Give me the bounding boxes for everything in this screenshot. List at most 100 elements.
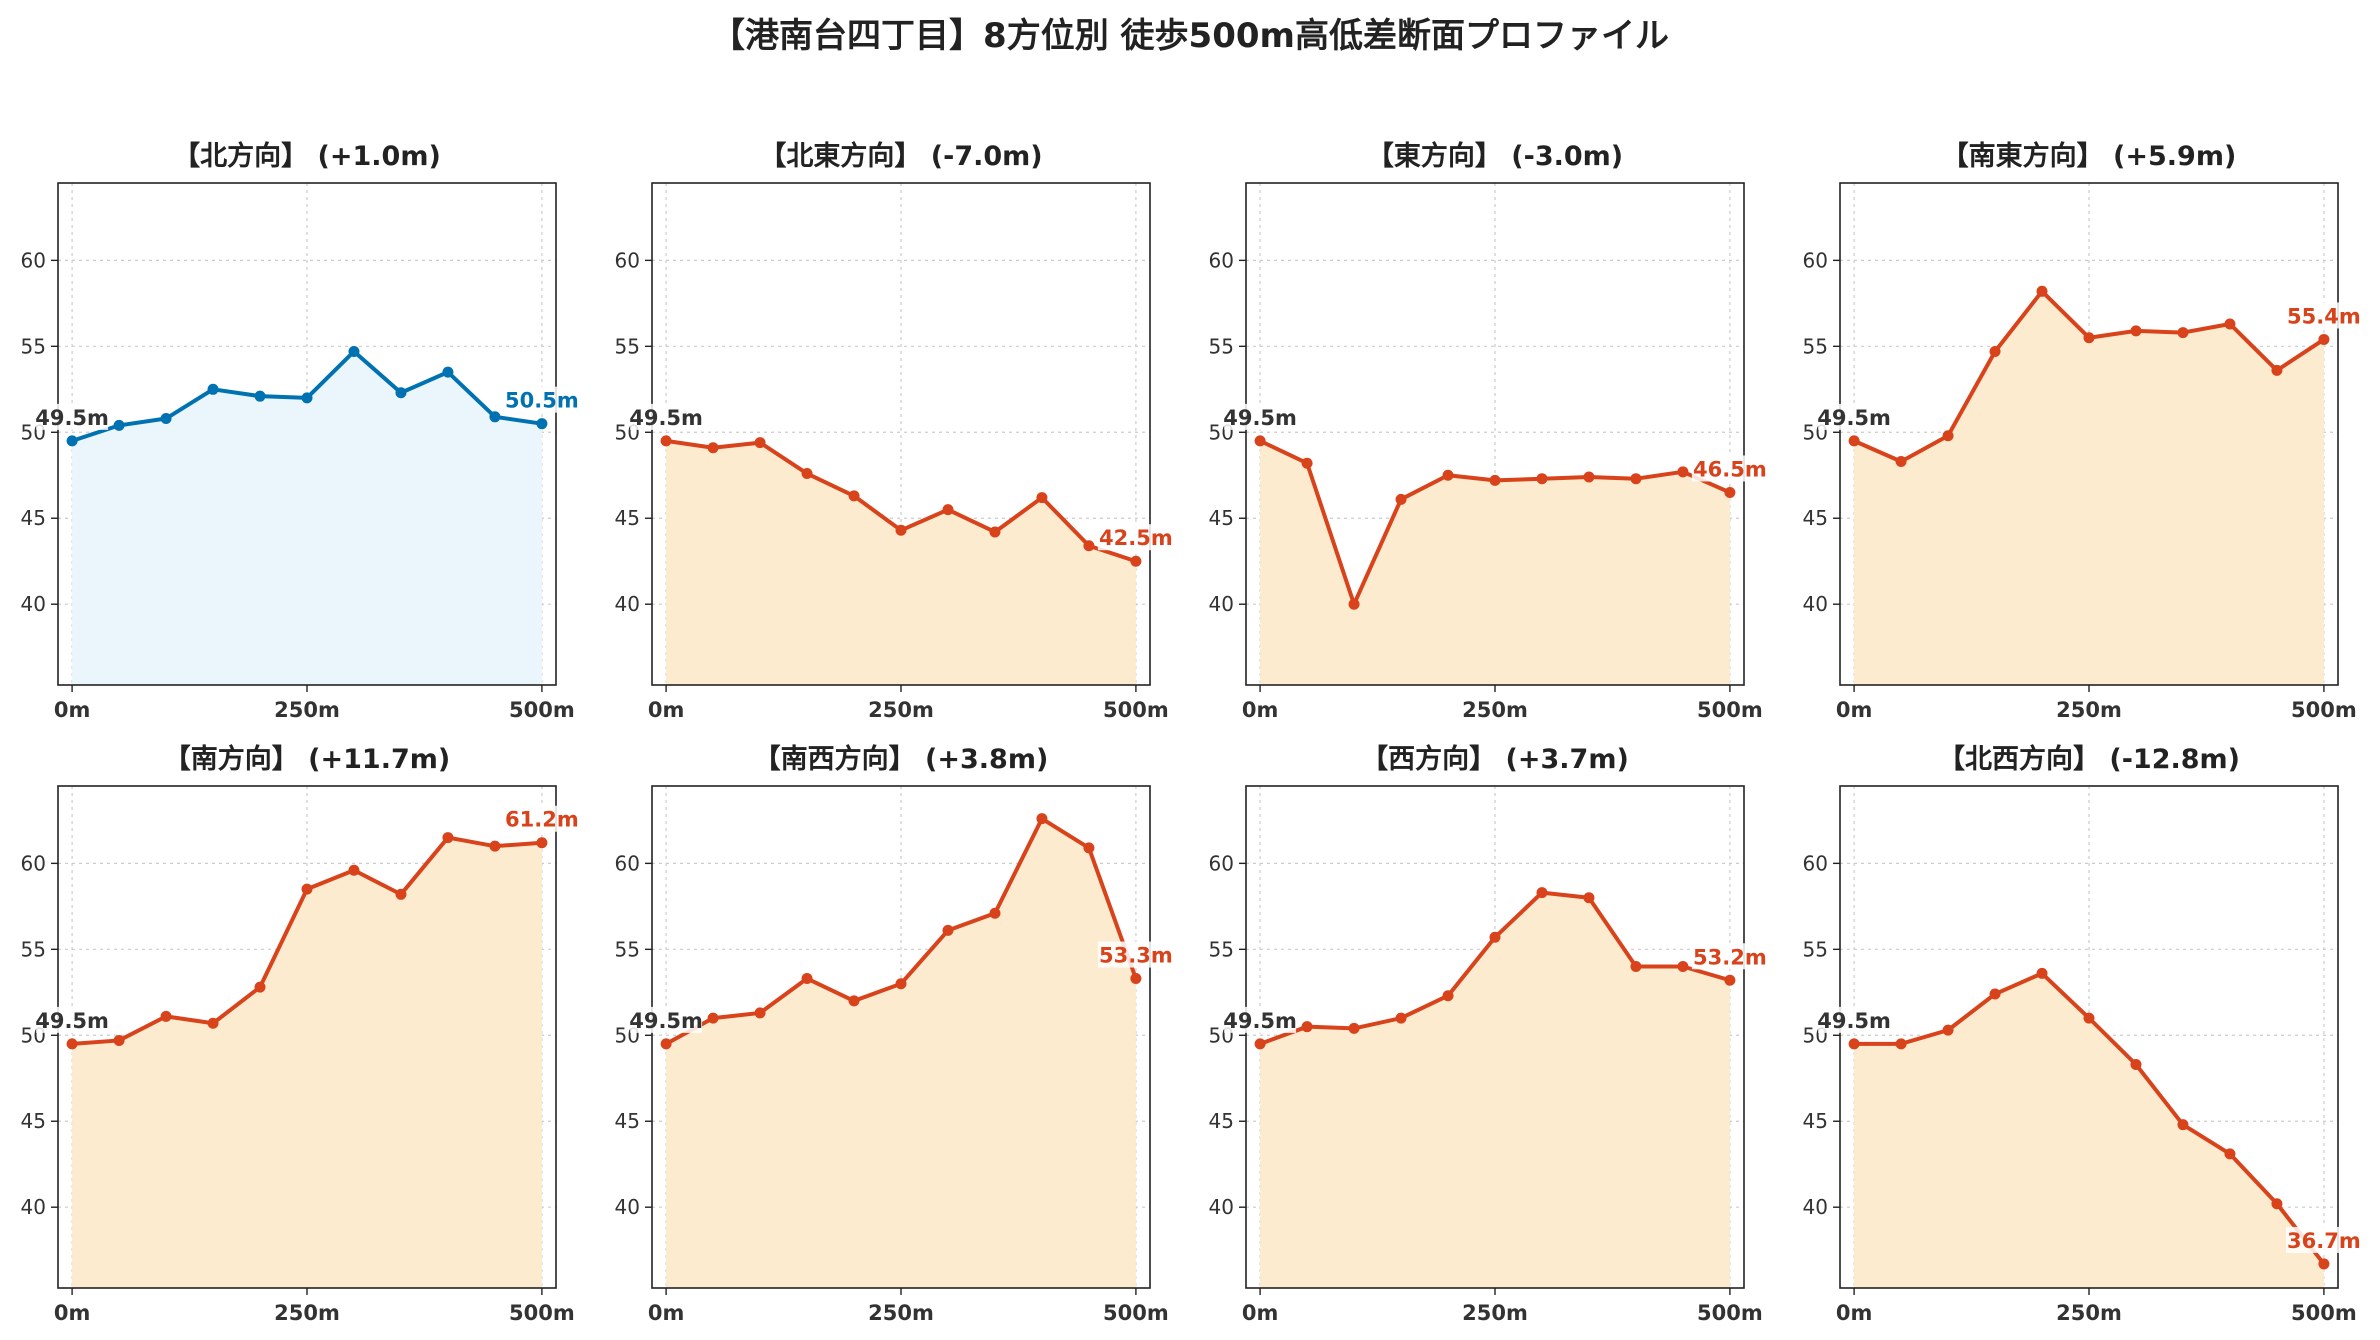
- x-tick-label: 500m: [1697, 698, 1763, 722]
- panel-title: 【南方向】 (+11.7m): [164, 743, 450, 775]
- end-value-label: 53.2m: [1693, 945, 1767, 969]
- data-point: [754, 1007, 766, 1019]
- panel-title: 【東方向】 (-3.0m): [1367, 140, 1623, 172]
- x-tick-label: 500m: [1103, 1301, 1169, 1325]
- x-tick-label: 500m: [2291, 698, 2357, 722]
- data-point: [895, 978, 907, 990]
- data-point: [113, 1034, 125, 1046]
- data-point: [2224, 1148, 2236, 1160]
- end-label-bg: [1097, 524, 1174, 551]
- x-tick-label: 0m: [1242, 698, 1279, 722]
- data-point: [1036, 492, 1048, 504]
- data-point: [160, 413, 172, 425]
- data-point: [207, 383, 219, 395]
- end-label-bg: [2285, 1226, 2362, 1253]
- y-tick-label: 45: [1803, 506, 1828, 530]
- start-label-bg: [36, 1006, 109, 1033]
- panel-title: 【南東方向】 (+5.9m): [1942, 140, 2237, 172]
- data-point: [2318, 333, 2330, 345]
- y-tick-label: 55: [21, 937, 46, 961]
- x-tick-label: 0m: [54, 698, 91, 722]
- y-tick-label: 55: [1803, 937, 1828, 961]
- data-point: [348, 345, 360, 357]
- area-fill: [1260, 892, 1730, 1288]
- data-point: [1442, 469, 1454, 481]
- x-tick-label: 0m: [1242, 1301, 1279, 1325]
- end-value-label: 46.5m: [1693, 457, 1767, 481]
- y-tick-label: 55: [1209, 937, 1234, 961]
- data-point: [2036, 967, 2048, 979]
- y-tick-label: 40: [615, 1195, 640, 1219]
- data-point: [1724, 486, 1736, 498]
- y-tick-label: 45: [21, 506, 46, 530]
- y-tick-label: 55: [615, 334, 640, 358]
- data-point: [660, 1038, 672, 1050]
- data-point: [1442, 990, 1454, 1002]
- y-tick-label: 40: [1803, 592, 1828, 616]
- data-point: [848, 995, 860, 1007]
- data-point: [1989, 345, 2001, 357]
- data-point: [1536, 887, 1548, 899]
- data-point: [489, 840, 501, 852]
- y-tick-label: 40: [21, 1195, 46, 1219]
- data-point: [2083, 332, 2095, 344]
- data-point: [989, 526, 1001, 538]
- data-point: [395, 888, 407, 900]
- x-tick-label: 500m: [1103, 698, 1169, 722]
- data-point: [160, 1010, 172, 1022]
- data-point: [1536, 473, 1548, 485]
- data-point: [1489, 474, 1501, 486]
- data-point: [2224, 318, 2236, 330]
- y-tick-label: 40: [1803, 1195, 1828, 1219]
- x-tick-label: 250m: [1462, 698, 1528, 722]
- area-fill: [666, 818, 1136, 1288]
- y-tick-label: 60: [1209, 851, 1234, 875]
- data-point: [1630, 961, 1642, 973]
- data-point: [1395, 493, 1407, 505]
- end-value-label: 42.5m: [1099, 526, 1173, 550]
- data-point: [989, 907, 1001, 919]
- end-label-bg: [1097, 941, 1174, 968]
- data-point: [348, 864, 360, 876]
- end-label-bg: [2285, 302, 2362, 329]
- y-tick-label: 45: [615, 1109, 640, 1133]
- x-tick-label: 0m: [648, 1301, 685, 1325]
- start-value-label: 49.5m: [1223, 406, 1297, 430]
- panel-title: 【北東方向】 (-7.0m): [759, 140, 1042, 172]
- data-point: [660, 435, 672, 447]
- x-tick-label: 250m: [2056, 698, 2122, 722]
- y-tick-label: 60: [615, 851, 640, 875]
- y-tick-label: 40: [21, 592, 46, 616]
- data-point: [113, 419, 125, 431]
- y-tick-label: 60: [1209, 248, 1234, 272]
- figure-title: 【港南台四丁目】8方位別 徒歩500m高低差断面プロファイル: [711, 16, 1669, 56]
- y-tick-label: 40: [1209, 1195, 1234, 1219]
- end-label-bg: [1691, 455, 1768, 482]
- data-point: [2177, 1119, 2189, 1131]
- data-point: [848, 490, 860, 502]
- data-point: [707, 442, 719, 454]
- y-tick-label: 45: [615, 506, 640, 530]
- data-point: [2130, 1059, 2142, 1071]
- data-point: [1942, 430, 1954, 442]
- data-point: [801, 973, 813, 985]
- data-point: [1677, 466, 1689, 478]
- x-tick-label: 500m: [509, 698, 575, 722]
- data-point: [536, 418, 548, 430]
- data-point: [1254, 435, 1266, 447]
- data-point: [1895, 1038, 1907, 1050]
- y-tick-label: 60: [1803, 851, 1828, 875]
- area-fill: [72, 837, 542, 1288]
- start-value-label: 49.5m: [1817, 1009, 1891, 1033]
- data-point: [2130, 325, 2142, 337]
- data-point: [489, 411, 501, 423]
- start-label-bg: [1818, 1006, 1891, 1033]
- x-tick-label: 250m: [1462, 1301, 1528, 1325]
- data-point: [1036, 813, 1048, 825]
- data-point: [66, 1038, 78, 1050]
- area-fill: [666, 440, 1136, 685]
